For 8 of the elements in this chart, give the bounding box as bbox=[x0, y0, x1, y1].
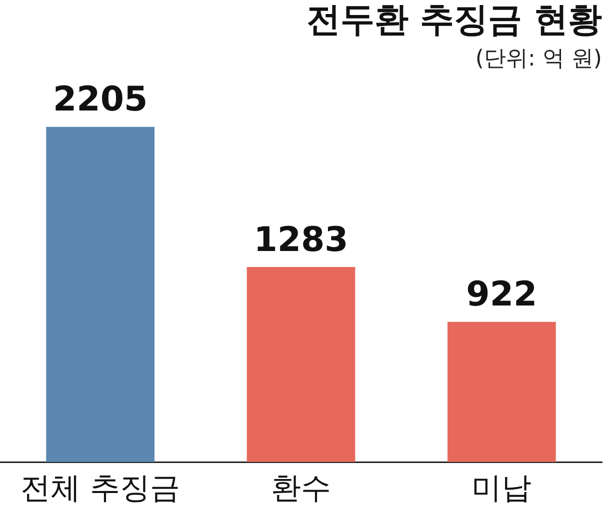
x-tick-label: 환수 bbox=[271, 470, 331, 506]
x-tick-label: 전체 추징금 bbox=[20, 470, 180, 506]
data-label: 1283 bbox=[254, 220, 348, 260]
data-label: 922 bbox=[466, 274, 538, 315]
x-tick-label: 미납 bbox=[472, 470, 532, 506]
chart-title: 전두환 추징금 현황 bbox=[306, 0, 602, 40]
data-label: 2205 bbox=[53, 80, 148, 120]
chart-subtitle: (단위: 억 원) bbox=[475, 46, 602, 72]
